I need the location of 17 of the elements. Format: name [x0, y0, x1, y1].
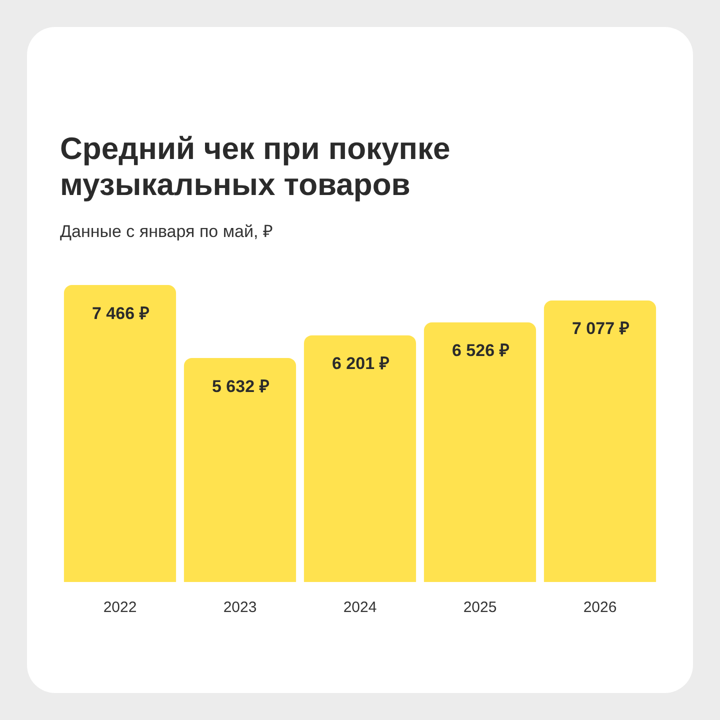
data-label: 7 466 ₽	[92, 304, 150, 323]
data-label: 6 526 ₽	[452, 341, 510, 360]
chart-title: Средний чек при покупке музыкальных товаров	[60, 131, 452, 203]
bar	[184, 358, 296, 582]
x-tick-label: 2025	[463, 599, 497, 616]
bar	[544, 300, 656, 582]
chart-subtitle: Данные с января по май, ₽	[60, 222, 274, 242]
x-tick-label: 2023	[223, 599, 257, 616]
bar	[304, 335, 416, 582]
data-label: 6 201 ₽	[332, 354, 390, 373]
x-tick-label: 2024	[343, 599, 377, 616]
bar	[424, 322, 536, 582]
data-label: 5 632 ₽	[212, 377, 270, 396]
x-tick-label: 2022	[103, 599, 137, 616]
bar	[64, 285, 176, 582]
x-tick-label: 2026	[583, 599, 617, 616]
data-label: 7 077 ₽	[572, 319, 630, 338]
